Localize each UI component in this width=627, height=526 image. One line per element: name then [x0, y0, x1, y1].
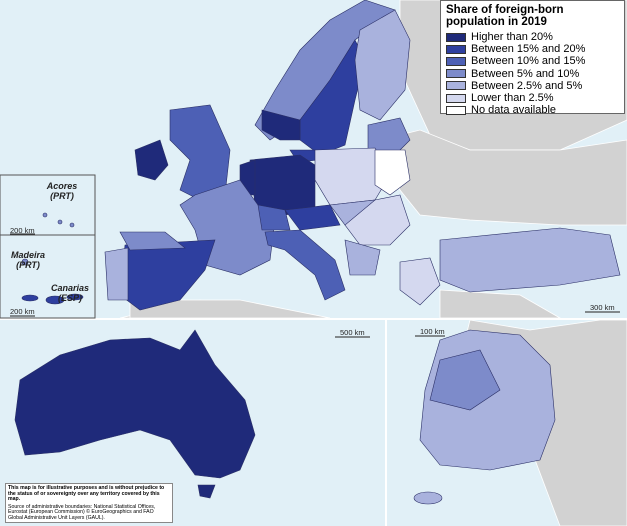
scale-label: 200 km — [10, 226, 35, 235]
legend-item: Between 10% and 15% — [446, 55, 619, 67]
region — [284, 204, 341, 231]
region — [264, 229, 346, 301]
region — [197, 484, 216, 499]
region — [399, 257, 441, 306]
region — [42, 212, 48, 218]
legend-swatch — [446, 105, 466, 115]
legend-item: No data available — [446, 104, 619, 116]
region — [134, 139, 169, 181]
region — [344, 194, 411, 246]
legend-item: Higher than 20% — [446, 31, 619, 43]
region — [354, 9, 411, 121]
legend-swatch — [446, 93, 466, 103]
legend-label: Between 2.5% and 5% — [471, 79, 583, 92]
legend-label: Higher than 20% — [471, 31, 553, 44]
region — [21, 258, 29, 266]
region — [69, 222, 75, 228]
legend-label: Lower than 2.5% — [471, 92, 554, 105]
scale-label: 100 km — [420, 327, 445, 336]
region — [45, 295, 65, 305]
legend-swatch — [446, 56, 466, 66]
legend-item: Lower than 2.5% — [446, 92, 619, 104]
inset-label: Acores (PRT) — [42, 181, 82, 201]
region — [261, 109, 301, 141]
legend-label: Between 10% and 15% — [471, 55, 586, 68]
inset-country: (PRT) — [16, 260, 40, 270]
legend-item: Between 2.5% and 5% — [446, 80, 619, 92]
region — [439, 227, 621, 293]
scale-label: 300 km — [590, 303, 615, 312]
scale-label: 200 km — [10, 307, 35, 316]
region — [429, 349, 501, 411]
region — [374, 149, 411, 196]
inset-name: Canarias — [50, 283, 90, 293]
legend: Share of foreign-born population in 2019… — [440, 0, 625, 116]
source-text: Source of administrative boundaries: Nat… — [8, 503, 156, 521]
disclaimer-text: This map is for illustrative purposes an… — [8, 485, 165, 503]
legend-swatch — [446, 81, 466, 91]
inset-name: Madeira — [10, 250, 45, 260]
region — [21, 294, 39, 302]
legend-item: Between 15% and 20% — [446, 43, 619, 55]
region — [119, 231, 186, 251]
legend-label: No data available — [471, 104, 557, 117]
legend-label: Between 15% and 20% — [471, 43, 586, 56]
scale-label: 500 km — [340, 328, 365, 337]
region — [367, 117, 411, 156]
region — [344, 239, 381, 276]
inset-label: Madeira (PRT) — [8, 250, 48, 270]
region — [14, 329, 256, 479]
legend-title: Share of foreign-born population in 2019 — [446, 4, 564, 28]
region — [257, 204, 291, 231]
inset-name: Acores — [46, 181, 78, 191]
legend-swatch — [446, 32, 466, 42]
legend-swatch — [446, 44, 466, 54]
region — [413, 491, 443, 505]
inset-country: (PRT) — [50, 191, 74, 201]
region — [57, 219, 63, 225]
inset-country: (ESP) — [57, 293, 82, 303]
inset-label: Canarias (ESP) — [50, 283, 90, 303]
legend-item: Between 5% and 10% — [446, 68, 619, 80]
legend-swatch — [446, 69, 466, 79]
region — [66, 293, 84, 301]
legend-label: Between 5% and 10% — [471, 67, 580, 80]
region — [104, 247, 129, 301]
disclaimer: This map is for illustrative purposes an… — [5, 483, 173, 523]
